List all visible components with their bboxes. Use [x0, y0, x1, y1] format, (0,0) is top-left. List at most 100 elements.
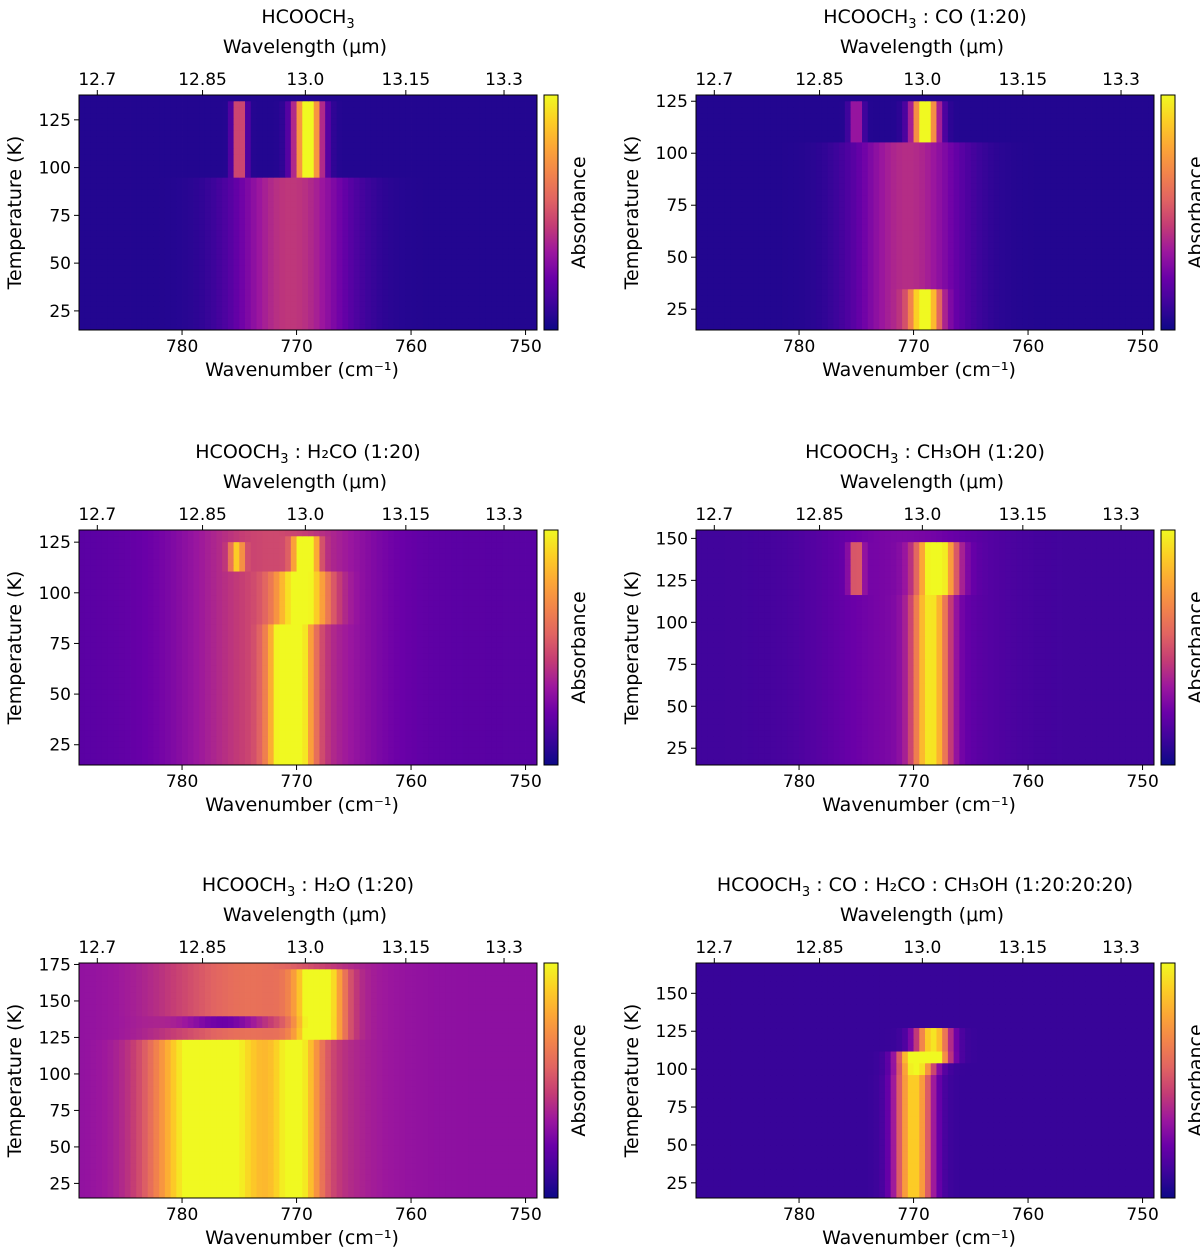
heatmap-cell — [359, 259, 366, 266]
heatmap-cell — [176, 230, 183, 237]
heatmap-cell — [804, 300, 811, 307]
heatmap-cell — [393, 230, 401, 237]
heatmap-cell — [1010, 294, 1018, 302]
heatmap-cell — [491, 200, 498, 208]
heatmap-cell — [222, 130, 229, 137]
heatmap-cell — [433, 259, 441, 266]
heatmap-cell — [90, 112, 97, 119]
heatmap-cell — [359, 253, 366, 260]
heatmap-cell — [959, 212, 966, 219]
heatmap-cell — [90, 95, 97, 102]
heatmap-cell — [325, 241, 332, 249]
heatmap-cell — [416, 189, 423, 196]
heatmap-cell — [365, 177, 372, 184]
heatmap-cell — [776, 259, 783, 266]
heatmap-cell — [170, 95, 177, 102]
heatmap-cell — [965, 294, 972, 302]
heatmap-cell — [182, 253, 189, 260]
heatmap-cell — [147, 230, 154, 237]
heatmap-cell — [107, 159, 114, 166]
heatmap-cell — [724, 241, 731, 249]
heatmap-cell — [942, 283, 949, 290]
heatmap-cell — [1033, 236, 1040, 243]
heatmap-cell — [456, 118, 463, 125]
heatmap-cell — [821, 288, 829, 296]
heatmap-cell — [336, 147, 343, 155]
heatmap-cell — [1108, 224, 1115, 231]
heatmap-cell — [433, 100, 441, 108]
heatmap-cell — [787, 306, 794, 313]
heatmap-cell — [930, 271, 937, 278]
heatmap-cell — [79, 194, 86, 202]
heatmap-cell — [119, 271, 126, 278]
heatmap-cell — [388, 159, 395, 166]
heatmap-cell — [456, 218, 463, 225]
heatmap-cell — [439, 153, 446, 161]
heatmap-cell — [370, 153, 378, 161]
heatmap-cell — [976, 288, 983, 296]
heatmap-cell — [233, 259, 240, 266]
x2-tick-label: 13.3 — [485, 70, 523, 90]
heatmap-cell — [370, 294, 378, 302]
heatmap-cell — [101, 277, 109, 284]
heatmap-cell — [1102, 277, 1109, 284]
heatmap-cell — [153, 241, 160, 249]
heatmap-cell — [787, 277, 794, 284]
heatmap-cell — [233, 130, 240, 137]
heatmap-cell — [193, 124, 200, 131]
heatmap-cell — [147, 241, 154, 249]
heatmap-cell — [233, 294, 240, 302]
heatmap-cell — [827, 265, 834, 272]
heatmap-cell — [308, 147, 315, 155]
heatmap-cell — [884, 283, 892, 290]
heatmap-cell — [193, 294, 200, 302]
heatmap-cell — [422, 189, 429, 196]
heatmap-cell — [210, 230, 217, 237]
heatmap-cell — [285, 189, 292, 196]
heatmap-cell — [79, 130, 86, 137]
heatmap-cell — [925, 236, 932, 243]
heatmap-cell — [302, 224, 309, 231]
heatmap-cell — [433, 265, 441, 272]
heatmap-cell — [216, 277, 223, 284]
heatmap-cell — [222, 147, 229, 155]
heatmap-cell — [405, 200, 412, 208]
heatmap-cell — [393, 118, 401, 125]
heatmap-cell — [879, 224, 886, 231]
heatmap-cell — [821, 206, 829, 213]
heatmap-cell — [724, 324, 731, 331]
heatmap-cell — [451, 271, 458, 278]
heatmap-cell — [919, 212, 926, 219]
heatmap-cell — [176, 277, 183, 284]
heatmap-cell — [867, 271, 874, 278]
heatmap-cell — [462, 95, 469, 102]
heatmap-cell — [262, 294, 269, 302]
heatmap-cell — [256, 171, 263, 178]
heatmap-cell — [204, 136, 212, 143]
heatmap-cell — [182, 300, 189, 307]
heatmap-cell — [839, 265, 846, 272]
heatmap-cell — [890, 306, 897, 313]
heatmap-cell — [170, 194, 177, 202]
heatmap-cell — [1073, 288, 1080, 296]
heatmap-cell — [79, 165, 86, 172]
heatmap-cell — [90, 100, 97, 108]
heatmap-cell — [388, 95, 395, 102]
heatmap-cell — [479, 130, 486, 137]
heatmap-cell — [474, 253, 481, 260]
heatmap-cell — [210, 294, 217, 302]
heatmap-cell — [79, 259, 86, 266]
heatmap-cell — [1085, 253, 1092, 260]
heatmap-cell — [833, 206, 840, 213]
heatmap-cell — [267, 265, 275, 272]
heatmap-cell — [1091, 271, 1098, 278]
heatmap-cell — [1102, 306, 1109, 313]
heatmap-cell — [468, 136, 475, 143]
heatmap-cell — [325, 194, 332, 202]
heatmap-cell — [741, 265, 748, 272]
heatmap-cell — [296, 165, 303, 172]
heatmap-cell — [101, 247, 109, 255]
heatmap-cell — [433, 95, 441, 102]
heatmap-cell — [388, 259, 395, 266]
heatmap-cell — [873, 271, 880, 278]
